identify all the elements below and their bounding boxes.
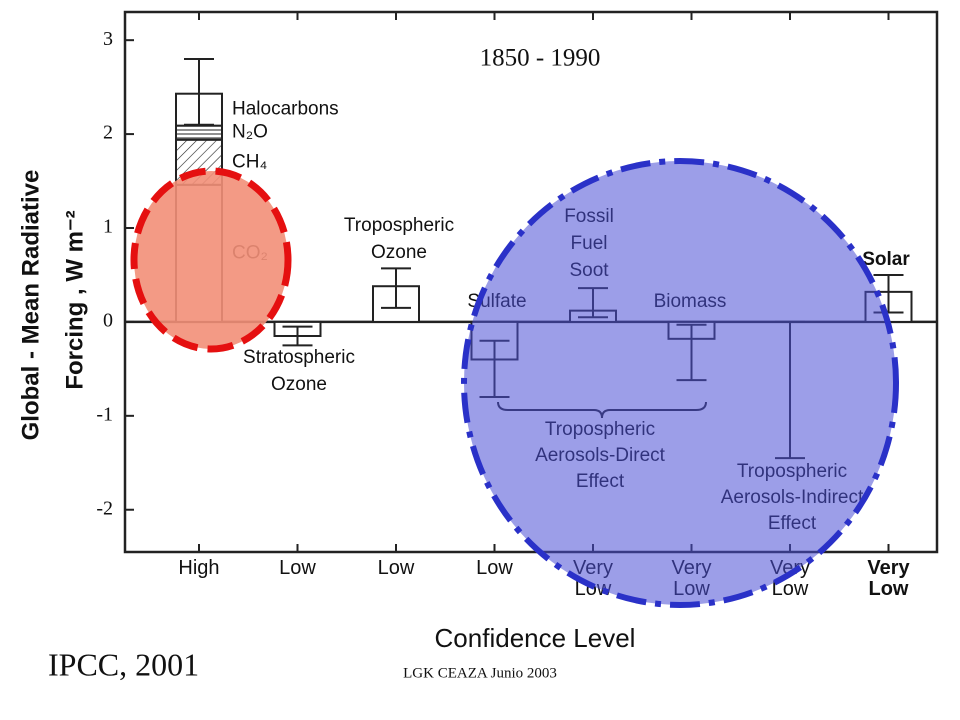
- x-tick-label-box: Low: [476, 558, 513, 579]
- y-tick-label: -2: [96, 497, 113, 519]
- x-tick-label-box: Low: [377, 558, 415, 579]
- footer: LGK CEAZA Junio 2003: [403, 665, 557, 681]
- bar-label: Tropospheric: [344, 215, 454, 236]
- highlight-ellipse: [130, 167, 292, 353]
- y-tick-label: -1: [96, 403, 113, 425]
- source: IPCC, 2001: [48, 646, 199, 682]
- plot-frame: [123, 10, 939, 554]
- bar-label: Ozone: [371, 242, 427, 263]
- y-axis-label: Forcing , W m⁻²: [61, 210, 88, 389]
- x-tick-label: Low: [476, 558, 513, 579]
- x-tick-label-box: Very Low: [867, 558, 910, 600]
- y-tick-label: 3: [103, 28, 113, 50]
- bar-label: Solar: [862, 249, 910, 270]
- x-tick-label: Low: [279, 558, 316, 579]
- chart-title: 1850 - 1990: [480, 45, 601, 72]
- x-tick-label: High: [178, 558, 220, 579]
- x-tick-label: Low: [377, 558, 415, 579]
- bar-segment: [175, 124, 223, 141]
- bar-label: Ozone: [271, 374, 327, 395]
- segment-label: N₂O: [232, 122, 268, 143]
- y-tick-label: 0: [103, 310, 113, 332]
- segment-label: Halocarbons: [232, 99, 339, 120]
- y-tick-label: 2: [103, 122, 113, 144]
- highlight-ellipse: [461, 158, 899, 608]
- x-tick-label-box: High: [178, 558, 220, 579]
- x-tick-label-box: Low: [279, 558, 316, 579]
- x-tick-label: Very Low: [867, 558, 910, 600]
- y-tick-label: 1: [103, 216, 113, 238]
- x-axis-label: Confidence Level: [435, 623, 636, 653]
- segment-label: CH₄: [232, 151, 267, 172]
- y-axis-label: Global - Mean Radiative: [17, 170, 44, 441]
- bar-label: Stratospheric: [243, 347, 355, 368]
